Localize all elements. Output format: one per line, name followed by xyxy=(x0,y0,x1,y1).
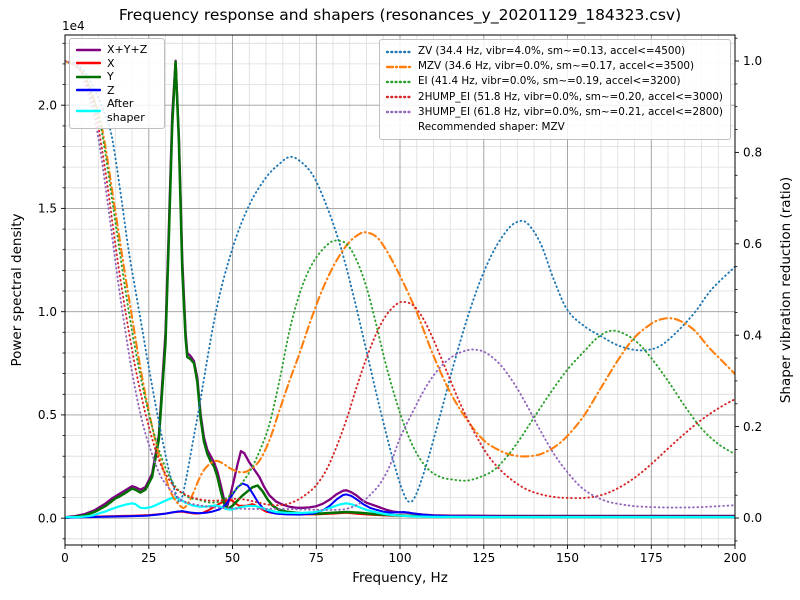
legend-item: Y xyxy=(76,70,157,84)
legend-item-label: Y xyxy=(107,70,114,83)
legend-line-sample xyxy=(385,111,412,114)
svg-text:75: 75 xyxy=(309,551,324,565)
psd-series-z xyxy=(65,482,735,519)
svg-text:1.0: 1.0 xyxy=(743,54,762,68)
legend-item: 2HUMP_EI (51.8 Hz, vibr=0.0%, sm~=0.20, … xyxy=(385,90,723,105)
y-axis-left-label: Power spectral density xyxy=(9,213,25,367)
svg-text:50: 50 xyxy=(225,551,240,565)
legend-line-sample xyxy=(76,75,101,78)
legend-item: 3HUMP_EI (61.8 Hz, vibr=0.0%, sm~=0.21, … xyxy=(385,105,723,120)
legend-line-sample xyxy=(76,62,101,65)
svg-text:0.4: 0.4 xyxy=(743,328,762,342)
axis-tick-labels: 0 25 50 75 100 125 150 175 200 0.0 0.5 1.0 1.5 2.0 0.0… xyxy=(38,54,762,565)
legend-item: EI (41.4 Hz, vibr=0.0%, sm~=0.19, accel<… xyxy=(385,74,723,89)
legend-line-sample xyxy=(76,89,101,92)
svg-text:175: 175 xyxy=(640,551,663,565)
legend-line-sample xyxy=(385,65,412,68)
shaper-series-ei xyxy=(65,60,735,504)
legend-line-sample xyxy=(385,80,412,84)
svg-text:0.5: 0.5 xyxy=(38,408,57,422)
svg-text:0.6: 0.6 xyxy=(743,237,762,251)
legend-line-sample xyxy=(385,96,412,99)
legend-line-sample xyxy=(76,109,101,112)
legend-line-sample xyxy=(76,48,101,51)
legend-item-label: X xyxy=(107,56,115,70)
legend-item-label: After shaper xyxy=(107,97,145,124)
shaper-series-mzv xyxy=(65,59,735,510)
svg-text:1.5: 1.5 xyxy=(38,202,57,216)
legend-recommendation: Recommended shaper: MZV xyxy=(386,120,723,135)
legend-item-label: ZV (34.4 Hz, vibr=4.0%, sm~=0.13, accel<… xyxy=(417,45,686,57)
svg-text:0.8: 0.8 xyxy=(743,146,762,160)
legend-item: X+Y+Z xyxy=(76,43,157,57)
legend-item-label: 3HUMP_EI (61.8 Hz, vibr=0.0%, sm~=0.21, … xyxy=(417,105,723,118)
psd-series-after-shaper xyxy=(65,496,735,519)
x-axis-label: Frequency, Hz xyxy=(352,570,448,586)
svg-text:200: 200 xyxy=(724,551,747,565)
legend-line-sample xyxy=(385,50,412,53)
shaper-legend: ZV (34.4 Hz, vibr=4.0%, sm~=0.13, accel<… xyxy=(378,39,731,141)
svg-text:150: 150 xyxy=(556,551,579,565)
y-axis-offset-text: 1e4 xyxy=(62,19,85,33)
series xyxy=(65,59,735,519)
svg-text:25: 25 xyxy=(141,551,156,565)
legend-item: Z xyxy=(76,84,157,98)
svg-text:0: 0 xyxy=(61,551,69,565)
svg-text:0.2: 0.2 xyxy=(743,420,762,434)
svg-text:1.0: 1.0 xyxy=(38,305,57,319)
svg-text:125: 125 xyxy=(472,551,495,565)
legend-recommendation-label: Recommended shaper: MZV xyxy=(417,121,565,134)
legend-item-label: 2HUMP_EI (51.8 Hz, vibr=0.0%, sm~=0.20, … xyxy=(417,90,723,103)
svg-text:100: 100 xyxy=(389,551,412,565)
legend-item: After shaper xyxy=(76,97,157,124)
legend-item-label: Z xyxy=(107,83,115,97)
y-axis-right-label: Shaper vibration reduction (ratio) xyxy=(778,176,794,404)
chart-title: Frequency response and shapers (resonanc… xyxy=(118,6,682,24)
shaper-series-3hump_ei xyxy=(65,60,735,511)
psd-legend: X+Y+Z X Y Z After shaper xyxy=(69,38,165,129)
legend-item-label: X+Y+Z xyxy=(107,43,148,56)
svg-text:2.0: 2.0 xyxy=(38,98,57,112)
axis-ticks xyxy=(61,37,739,549)
psd-series-y xyxy=(65,60,735,519)
legend-item: ZV (34.4 Hz, vibr=4.0%, sm~=0.13, accel<… xyxy=(385,44,723,59)
shaper-series-2hump_ei xyxy=(65,60,735,507)
legend-item: MZV (34.6 Hz, vibr=0.0%, sm~=0.17, accel… xyxy=(385,59,723,74)
legend-item: X xyxy=(76,57,157,71)
svg-text:0.0: 0.0 xyxy=(743,511,762,525)
legend-item-label: MZV (34.6 Hz, vibr=0.0%, sm~=0.17, accel… xyxy=(417,60,695,73)
legend-item-label: EI (41.4 Hz, vibr=0.0%, sm~=0.19, accel<… xyxy=(417,75,681,88)
svg-text:0.0: 0.0 xyxy=(38,511,57,525)
